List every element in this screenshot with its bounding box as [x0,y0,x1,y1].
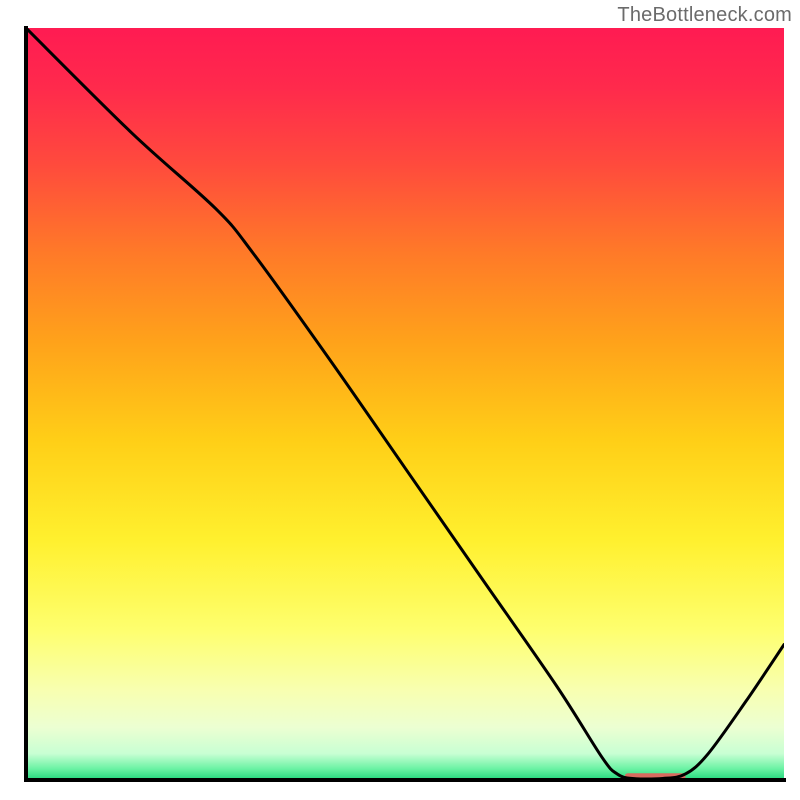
bottleneck-chart [0,0,800,800]
